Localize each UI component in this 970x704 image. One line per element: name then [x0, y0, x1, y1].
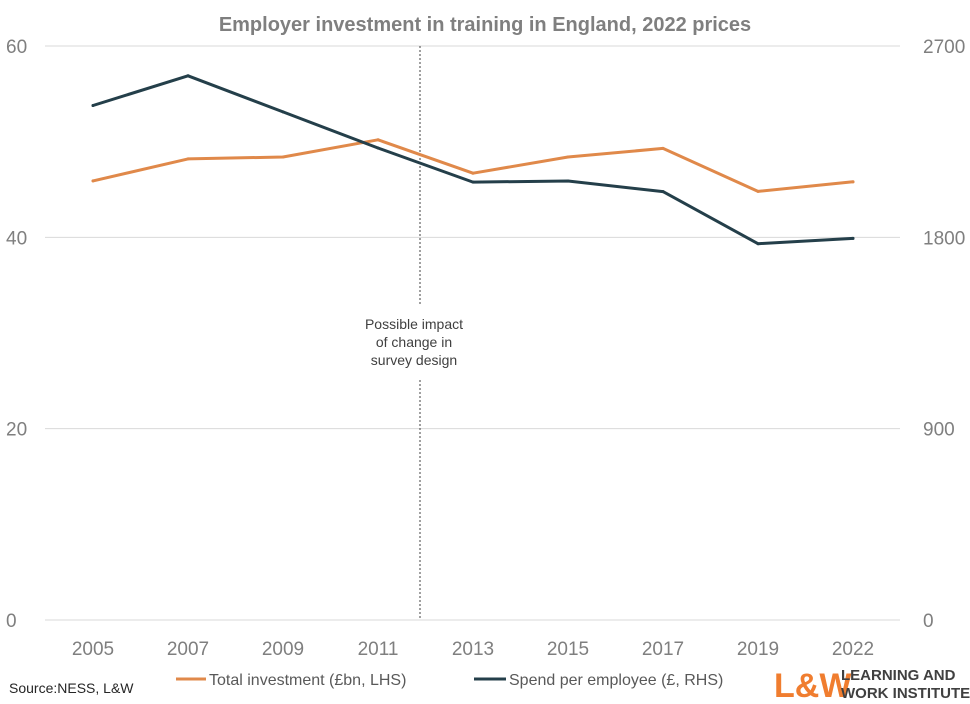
annotation-line-1: Possible impact [365, 316, 463, 332]
x-tick-label: 2017 [642, 639, 684, 660]
series-1-point [756, 242, 760, 246]
logo-line-1: LEARNING AND [841, 667, 956, 684]
left-tick-label: 20 [6, 420, 27, 441]
x-axis-ticks: 2005 2007 2009 2011 2013 2015 2017 2019 2022 [72, 639, 874, 660]
series-1-point [91, 104, 95, 108]
right-tick-label: 900 [923, 420, 955, 441]
legend-label-spend-per-employee: Spend per employee (£, RHS) [509, 672, 723, 689]
series-lines [91, 74, 855, 246]
logo-line-2: WORK INSTITUTE [841, 685, 970, 702]
right-tick-label: 2700 [923, 37, 965, 58]
left-axis-ticks: 0 20 40 60 [6, 37, 27, 632]
series-1-point [851, 236, 855, 240]
x-tick-label: 2015 [547, 639, 589, 660]
series-0-point [91, 179, 95, 183]
x-tick-label: 2005 [72, 639, 114, 660]
x-tick-label: 2022 [832, 639, 874, 660]
series-line-0 [91, 138, 855, 193]
left-tick-label: 40 [6, 228, 27, 249]
series-0-point [281, 155, 285, 159]
series-1-point [281, 110, 285, 114]
learning-and-work-logo: L&W LEARNING AND WORK INSTITUTE [774, 667, 970, 704]
right-tick-label: 0 [923, 611, 934, 632]
series-0-point [186, 157, 190, 161]
series-1-point [471, 180, 475, 184]
series-0-point [756, 189, 760, 193]
legend: Total investment (£bn, LHS) Spend per em… [176, 672, 723, 689]
x-tick-label: 2019 [737, 639, 779, 660]
left-tick-label: 60 [6, 37, 27, 58]
chart-title: Employer investment in training in Engla… [219, 14, 751, 36]
legend-label-total-investment: Total investment (£bn, LHS) [209, 672, 406, 689]
x-tick-label: 2011 [358, 639, 399, 660]
logo-mark: L&W [774, 667, 852, 704]
series-1-point [661, 190, 665, 194]
right-axis-ticks: 0 900 1800 2700 [923, 37, 965, 632]
series-0-point [471, 171, 475, 175]
series-0-point [851, 180, 855, 184]
x-tick-label: 2009 [262, 639, 304, 660]
source-note: Source:NESS, L&W [9, 680, 134, 696]
series-0-point [566, 155, 570, 159]
series-1-point [186, 74, 190, 78]
series-1-point [376, 146, 380, 150]
survey-change-annotation: Possible impact of change in survey desi… [365, 46, 463, 620]
series-1-point [566, 179, 570, 183]
series-0-point [376, 138, 380, 142]
left-tick-label: 0 [6, 611, 17, 632]
series-0-point [661, 146, 665, 150]
annotation-line-2: of change in [376, 334, 452, 350]
x-tick-label: 2013 [452, 639, 494, 660]
annotation-line-3: survey design [371, 352, 457, 368]
x-tick-label: 2007 [167, 639, 209, 660]
gridlines [45, 45, 900, 621]
right-tick-label: 1800 [923, 228, 965, 249]
